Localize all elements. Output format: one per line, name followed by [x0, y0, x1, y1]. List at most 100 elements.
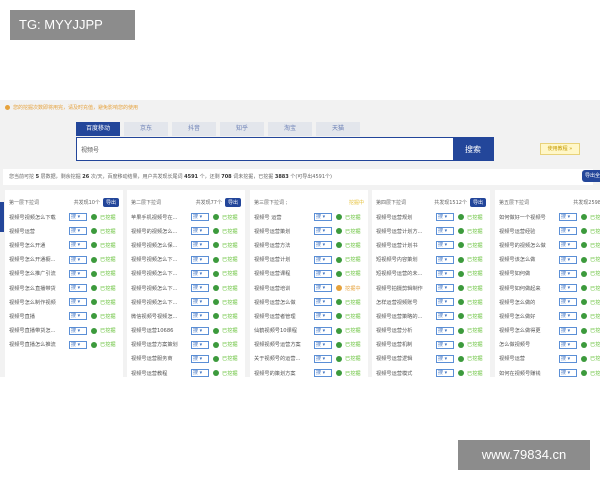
- search-engine-select[interactable]: 搜 ▾: [559, 284, 577, 293]
- keyword-text[interactable]: 视频号运营经验: [499, 228, 536, 235]
- keyword-text[interactable]: 视频号 运营: [254, 214, 282, 221]
- search-engine-select[interactable]: 搜 ▾: [314, 227, 332, 236]
- keyword-text[interactable]: 视频号的视频怎么...: [131, 228, 178, 235]
- search-engine-select[interactable]: 搜 ▾: [314, 298, 332, 307]
- search-engine-select[interactable]: 搜 ▾: [69, 326, 87, 335]
- search-engine-select[interactable]: 搜 ▾: [314, 312, 332, 321]
- keyword-text[interactable]: 视频号直播: [9, 313, 35, 320]
- keyword-text[interactable]: 视频号运营策划: [254, 228, 291, 235]
- search-engine-select[interactable]: 搜 ▾: [191, 255, 209, 264]
- search-engine-select[interactable]: 搜 ▾: [191, 312, 209, 321]
- keyword-text[interactable]: 视频号运营10686: [131, 328, 174, 335]
- keyword-text[interactable]: 视频号运营方法: [254, 242, 291, 249]
- search-engine-select[interactable]: 搜 ▾: [191, 241, 209, 250]
- keyword-text[interactable]: 视频号怎么推广引流: [9, 271, 56, 278]
- search-engine-select[interactable]: 搜 ▾: [436, 269, 454, 278]
- keyword-text[interactable]: 视频号运营方案策划: [131, 342, 178, 349]
- keyword-text[interactable]: 视频号运营策略的...: [376, 313, 423, 320]
- search-engine-select[interactable]: 搜 ▾: [69, 340, 87, 349]
- keyword-text[interactable]: 视频号视频怎么下...: [131, 285, 178, 292]
- keyword-text[interactable]: 视频号怎么做好: [499, 313, 536, 320]
- keyword-text[interactable]: 视频号该怎么做: [499, 257, 536, 264]
- keyword-text[interactable]: 视频号运营模式: [376, 370, 413, 377]
- search-engine-select[interactable]: 搜 ▾: [559, 369, 577, 378]
- search-engine-select[interactable]: 搜 ▾: [314, 284, 332, 293]
- search-engine-select[interactable]: 搜 ▾: [559, 269, 577, 278]
- keyword-text[interactable]: 视频号运营计划: [254, 257, 291, 264]
- keyword-text[interactable]: 仙鹤视频号10课程: [254, 328, 297, 335]
- keyword-text[interactable]: 视频号视频怎么保...: [131, 242, 178, 249]
- keyword-text[interactable]: 如何在视频号赚钱: [499, 370, 541, 377]
- keyword-text[interactable]: 视频号运营计划方...: [376, 228, 423, 235]
- search-engine-select[interactable]: 搜 ▾: [559, 227, 577, 236]
- keyword-text[interactable]: 短视频号运营的未...: [376, 271, 423, 278]
- search-engine-select[interactable]: 搜 ▾: [559, 340, 577, 349]
- export-button[interactable]: 导出: [224, 197, 241, 207]
- search-engine-select[interactable]: 搜 ▾: [69, 227, 87, 236]
- search-engine-select[interactable]: 搜 ▾: [69, 284, 87, 293]
- keyword-text[interactable]: 视频号拍摄剪辑制作: [376, 285, 423, 292]
- search-engine-select[interactable]: 搜 ▾: [191, 369, 209, 378]
- search-engine-select[interactable]: 搜 ▾: [559, 326, 577, 335]
- keyword-text[interactable]: 关于视频号的运营...: [254, 356, 301, 363]
- search-engine-select[interactable]: 搜 ▾: [191, 284, 209, 293]
- search-engine-select[interactable]: 搜 ▾: [436, 227, 454, 236]
- search-engine-select[interactable]: 搜 ▾: [69, 312, 87, 321]
- keyword-text[interactable]: 视频号运营: [9, 228, 35, 235]
- search-engine-select[interactable]: 搜 ▾: [436, 326, 454, 335]
- keyword-text[interactable]: 视频号视频怎么下...: [131, 257, 178, 264]
- keyword-text[interactable]: 微信视频号视频怎...: [131, 313, 178, 320]
- search-engine-select[interactable]: 搜 ▾: [559, 255, 577, 264]
- search-engine-select[interactable]: 搜 ▾: [314, 326, 332, 335]
- search-engine-select[interactable]: 搜 ▾: [559, 213, 577, 222]
- search-engine-select[interactable]: 搜 ▾: [314, 269, 332, 278]
- keyword-text[interactable]: 视频号视频怎么下...: [131, 271, 178, 278]
- search-engine-select[interactable]: 搜 ▾: [69, 298, 87, 307]
- keyword-text[interactable]: 视频号怎么做的: [499, 299, 536, 306]
- keyword-text[interactable]: 视频号运营逻辑: [376, 356, 413, 363]
- search-engine-select[interactable]: 搜 ▾: [436, 213, 454, 222]
- keyword-text[interactable]: 视频号运营服务商: [131, 356, 173, 363]
- search-engine-select[interactable]: 搜 ▾: [314, 213, 332, 222]
- search-engine-select[interactable]: 搜 ▾: [191, 298, 209, 307]
- keyword-text[interactable]: 视频号运营培训: [254, 285, 291, 292]
- tab-5[interactable]: 天猫: [316, 122, 360, 136]
- export-button[interactable]: 导出: [102, 197, 119, 207]
- search-engine-select[interactable]: 搜 ▾: [559, 312, 577, 321]
- search-engine-select[interactable]: 搜 ▾: [191, 340, 209, 349]
- search-button[interactable]: 搜索: [453, 138, 493, 160]
- keyword-text[interactable]: 视频号怎么做得更: [499, 328, 541, 335]
- keyword-text[interactable]: 视频号如何做: [499, 271, 531, 278]
- keyword-text[interactable]: 视频号直播怎么推流: [9, 342, 56, 349]
- keyword-text[interactable]: 如何做好一个视频号: [499, 214, 546, 221]
- keyword-text[interactable]: 视频号视频怎么下载: [9, 214, 56, 221]
- search-input[interactable]: [77, 138, 453, 160]
- keyword-text[interactable]: 视频号视频怎么下...: [131, 299, 178, 306]
- tab-1[interactable]: 京东: [124, 122, 168, 136]
- search-engine-select[interactable]: 搜 ▾: [436, 241, 454, 250]
- search-engine-select[interactable]: 搜 ▾: [191, 326, 209, 335]
- search-engine-select[interactable]: 搜 ▾: [559, 241, 577, 250]
- search-engine-select[interactable]: 搜 ▾: [436, 354, 454, 363]
- search-engine-select[interactable]: 搜 ▾: [559, 298, 577, 307]
- search-engine-select[interactable]: 搜 ▾: [436, 340, 454, 349]
- keyword-text[interactable]: 视频视频号运营方案: [254, 342, 301, 349]
- search-engine-select[interactable]: 搜 ▾: [69, 255, 87, 264]
- keyword-text[interactable]: 视频号运营计划书: [376, 242, 418, 249]
- keyword-text[interactable]: 视频号运营机制: [376, 342, 413, 349]
- keyword-text[interactable]: 视频号运营者管理: [254, 313, 296, 320]
- keyword-text[interactable]: 视频号的视频怎么做: [499, 242, 546, 249]
- search-engine-select[interactable]: 搜 ▾: [69, 269, 87, 278]
- tab-0[interactable]: 百度移动: [76, 122, 120, 136]
- search-engine-select[interactable]: 搜 ▾: [69, 241, 87, 250]
- search-engine-select[interactable]: 搜 ▾: [191, 227, 209, 236]
- search-engine-select[interactable]: 搜 ▾: [191, 213, 209, 222]
- keyword-text[interactable]: 怎么做视频号: [499, 342, 531, 349]
- search-engine-select[interactable]: 搜 ▾: [314, 255, 332, 264]
- search-engine-select[interactable]: 搜 ▾: [559, 354, 577, 363]
- keyword-text[interactable]: 视频号运营教程: [131, 370, 168, 377]
- keyword-text[interactable]: 视频号怎么开通: [9, 242, 46, 249]
- search-engine-select[interactable]: 搜 ▾: [436, 298, 454, 307]
- tab-2[interactable]: 抖音: [172, 122, 216, 136]
- search-engine-select[interactable]: 搜 ▾: [69, 213, 87, 222]
